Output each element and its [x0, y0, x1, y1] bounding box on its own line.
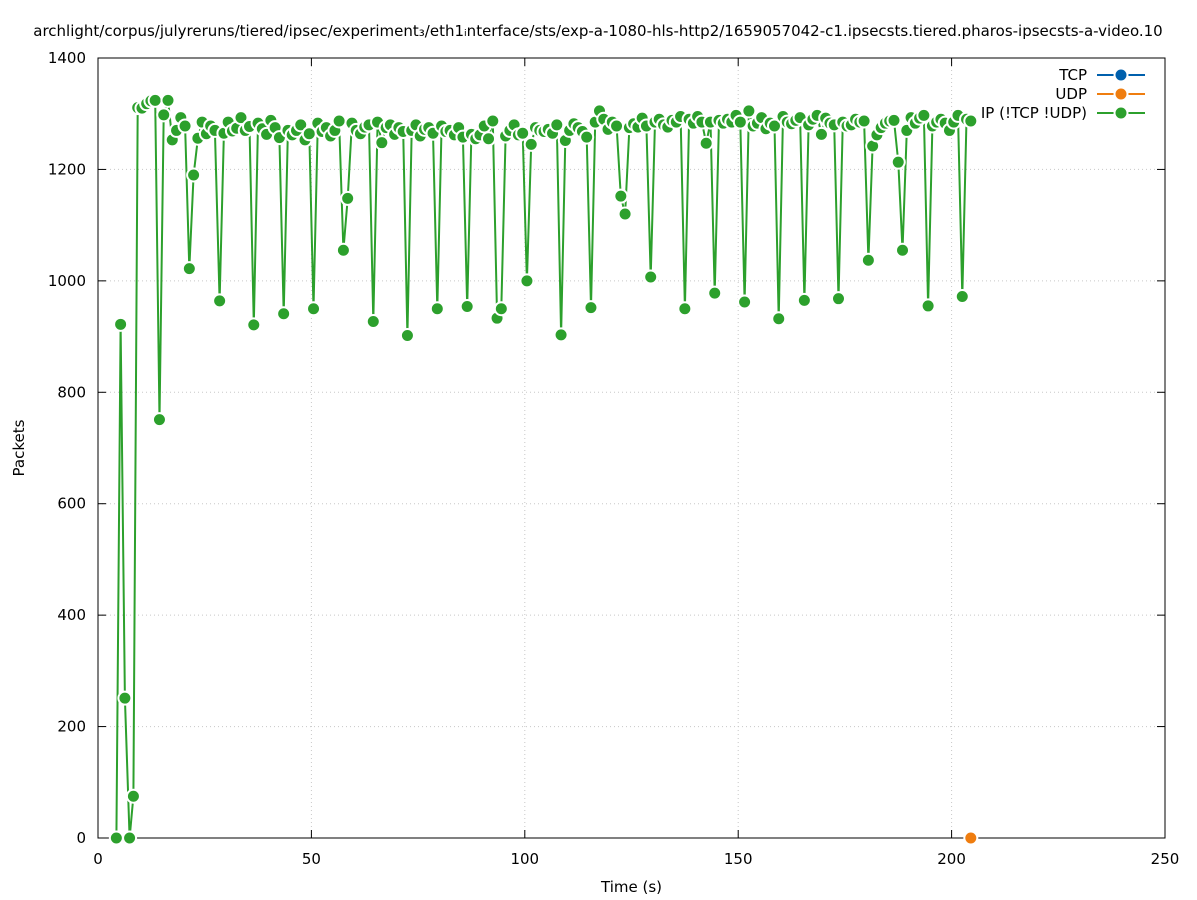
data-point-ip	[737, 294, 753, 310]
data-point-ip	[813, 126, 829, 142]
y-tick-label: 800	[57, 383, 86, 401]
series-udp	[963, 830, 979, 846]
data-point-ip	[212, 293, 228, 309]
legend-marker	[1113, 67, 1129, 83]
data-point-ip	[293, 117, 309, 133]
data-point-ip	[519, 273, 535, 289]
data-point-ip	[609, 118, 625, 134]
y-tick-label: 1000	[48, 272, 86, 290]
data-point-ip	[515, 125, 531, 141]
data-point-ip	[856, 113, 872, 129]
data-point-ip	[459, 298, 475, 314]
data-point-ip	[617, 206, 633, 222]
data-point-ip	[335, 242, 351, 258]
data-point-ip	[481, 131, 497, 147]
y-tick-label: 0	[76, 829, 86, 847]
y-tick-label: 200	[57, 718, 86, 736]
data-point-ip	[365, 314, 381, 330]
data-point-ip	[331, 113, 347, 129]
x-tick-label: 200	[937, 850, 966, 868]
legend-label: TCP	[1058, 66, 1087, 84]
legend-marker	[1113, 105, 1129, 121]
chart-title: archlight/corpus/julyreruns/tiered/ipsec…	[33, 22, 1162, 40]
data-point-ip	[698, 135, 714, 151]
data-point-ip	[553, 327, 569, 343]
data-point-ip	[771, 311, 787, 327]
data-point-ip	[233, 110, 249, 126]
data-point-ip	[306, 301, 322, 317]
data-point-ip	[895, 242, 911, 258]
legend-label: IP (!TCP !UDP)	[981, 104, 1087, 122]
data-point-ip	[796, 292, 812, 308]
data-point-ip	[151, 412, 167, 428]
data-point-ip	[160, 92, 176, 108]
series-line-ip	[115, 99, 972, 839]
y-tick-label: 1400	[48, 49, 86, 67]
plot-frame	[97, 57, 1166, 839]
data-point-ip	[125, 788, 141, 804]
data-point-ip	[549, 117, 565, 133]
grid-layer	[98, 58, 1165, 838]
data-point-ip	[741, 103, 757, 119]
y-tick-label: 600	[57, 495, 86, 513]
data-point-ip	[108, 830, 124, 846]
x-tick-label: 250	[1151, 850, 1180, 868]
data-point-ip	[916, 107, 932, 123]
data-point-ip	[181, 261, 197, 277]
legend-item-tcp: TCP	[1058, 66, 1145, 84]
x-tick-label: 150	[724, 850, 753, 868]
data-point-ip	[860, 252, 876, 268]
data-point-udp	[963, 830, 979, 846]
data-point-ip	[113, 316, 129, 332]
y-tick-label: 400	[57, 606, 86, 624]
series-ip	[108, 92, 979, 846]
legend-item-ip: IP (!TCP !UDP)	[981, 104, 1145, 122]
y-axis-title: Packets	[10, 419, 28, 476]
data-point-ip	[493, 301, 509, 317]
data-point-ip	[485, 113, 501, 129]
data-point-ip	[613, 188, 629, 204]
data-point-ip	[963, 113, 979, 129]
data-point-ip	[340, 190, 356, 206]
data-point-ip	[920, 298, 936, 314]
data-point-ip	[117, 690, 133, 706]
x-tick-label: 100	[510, 850, 539, 868]
data-point-ip	[732, 114, 748, 130]
data-point-ip	[399, 327, 415, 343]
legend-marker	[1113, 86, 1129, 102]
x-axis-title: Time (s)	[600, 878, 662, 896]
data-point-ip	[186, 167, 202, 183]
data-point-ip	[122, 830, 138, 846]
data-point-ip	[583, 300, 599, 316]
data-point-ip	[429, 301, 445, 317]
data-point-ip	[246, 317, 262, 333]
data-point-ip	[523, 136, 539, 152]
data-point-ip	[156, 107, 172, 123]
data-point-ip	[374, 135, 390, 151]
legend-item-udp: UDP	[1055, 85, 1145, 103]
plot-border	[97, 57, 1166, 839]
data-point-ip	[579, 129, 595, 145]
data-point-ip	[886, 112, 902, 128]
data-point-ip	[830, 291, 846, 307]
legend-label: UDP	[1055, 85, 1087, 103]
x-tick-label: 0	[93, 850, 103, 868]
axis-ticks: 0 50 100 150 200 250 0 200 400 600 800 1000 1200 1400	[48, 49, 1180, 868]
series-layer	[108, 92, 979, 846]
x-tick-label: 50	[302, 850, 321, 868]
data-point-ip	[890, 154, 906, 170]
y-tick-label: 1200	[48, 160, 86, 178]
data-point-ip	[707, 285, 723, 301]
data-point-ip	[643, 269, 659, 285]
data-point-ip	[276, 306, 292, 322]
data-point-ip	[954, 288, 970, 304]
data-point-ip	[677, 301, 693, 317]
data-point-ip	[147, 92, 163, 108]
data-point-ip	[177, 118, 193, 134]
